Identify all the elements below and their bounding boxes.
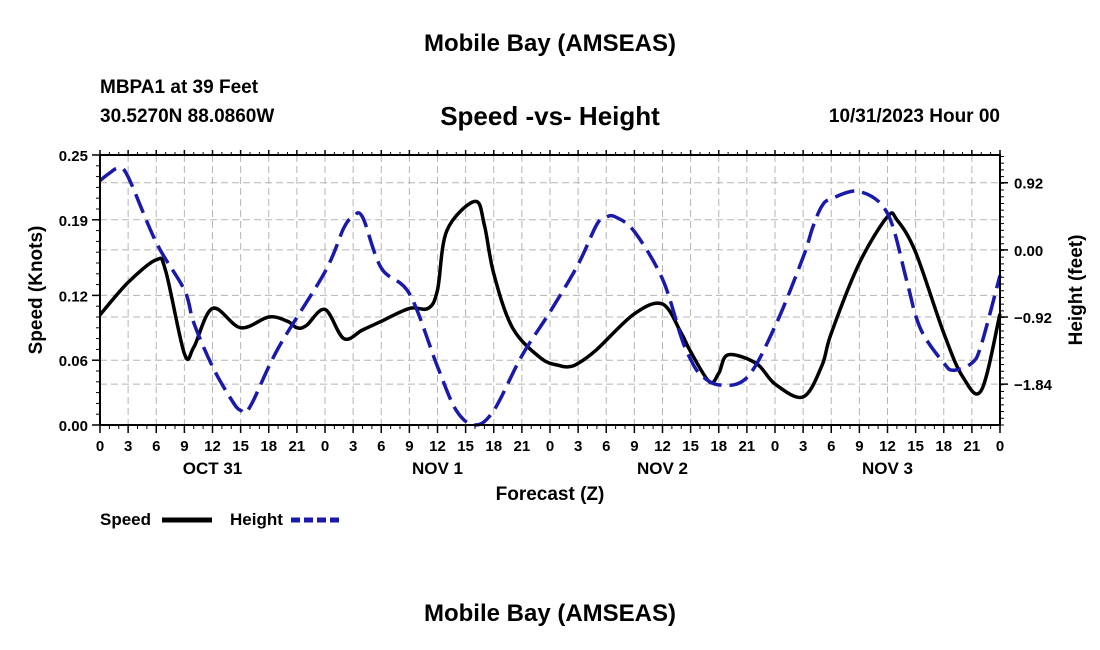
forecast-date-label: 10/31/2023 Hour 00 (828, 106, 1000, 127)
series-line-height (98, 166, 1002, 427)
x-tick-label: 18 (710, 438, 727, 455)
day-label: NOV 3 (862, 459, 913, 478)
x-tick-label: 0 (771, 438, 779, 455)
x-tick-label: 3 (799, 438, 807, 455)
x-tick-label: 0 (96, 438, 104, 455)
series-lines (98, 166, 1002, 427)
coordinates-label: 30.5270N 88.0860W (100, 106, 275, 127)
left-tick-label: 0.12 (59, 288, 88, 305)
legend: Speed Height (100, 510, 342, 529)
x-tick-label: 21 (514, 438, 531, 455)
legend-speed-label: Speed (100, 510, 151, 529)
x-tick-label: 21 (289, 438, 306, 455)
x-tick-label: 6 (827, 438, 835, 455)
legend-height-label: Height (230, 510, 283, 529)
x-tick-label: 9 (855, 438, 863, 455)
day-label: NOV 1 (412, 459, 463, 478)
x-axis-title: Forecast (Z) (496, 484, 605, 505)
right-tick-label: −0.92 (1014, 310, 1052, 327)
x-tick-label: 12 (654, 438, 671, 455)
x-tick-label: 12 (429, 438, 446, 455)
x-tick-label: 18 (260, 438, 277, 455)
x-tick-label: 12 (204, 438, 221, 455)
footer-title: Mobile Bay (AMSEAS) (423, 600, 677, 627)
x-tick-label: 15 (682, 438, 699, 455)
x-tick-label: 21 (964, 438, 981, 455)
plot-frame (99, 154, 1001, 426)
grid-lines (100, 155, 1000, 425)
x-tick-label: 18 (485, 438, 502, 455)
x-tick-label: 6 (152, 438, 160, 455)
x-tick-label: 9 (405, 438, 413, 455)
x-tick-label: 21 (739, 438, 756, 455)
x-tick-label: 15 (232, 438, 249, 455)
x-tick-label: 15 (457, 438, 474, 455)
x-tick-label: 9 (630, 438, 638, 455)
left-tick-label: 0.19 (59, 213, 88, 230)
station-label: MBPA1 at 39 Feet (100, 77, 259, 98)
right-tick-label: 0.00 (1014, 243, 1043, 260)
day-label: NOV 2 (637, 459, 688, 478)
x-tick-label: 6 (602, 438, 610, 455)
right-tick-label: 0.92 (1014, 176, 1043, 193)
x-tick-label: 15 (907, 438, 924, 455)
right-tick-label: −1.84 (1014, 377, 1053, 394)
series-line-speed (98, 199, 1002, 400)
x-tick-label: 3 (349, 438, 357, 455)
x-tick-label: 18 (935, 438, 952, 455)
left-tick-label: 0.06 (59, 353, 88, 370)
left-tick-label: 0.25 (59, 148, 88, 165)
x-tick-label: 6 (377, 438, 385, 455)
x-tick-label: 9 (180, 438, 188, 455)
x-tick-label: 0 (546, 438, 554, 455)
axis-labels: 0 3 6 9 12 15 18 21 0 3 6 9 12 15 18 21 0 3 6 9 12 15 18 21 0 3 6 9… (59, 148, 1053, 478)
right-axis-title: Height (feet) (1066, 235, 1087, 346)
x-tick-label: 3 (574, 438, 582, 455)
day-label: OCT 31 (183, 459, 243, 478)
main-title: Mobile Bay (AMSEAS) (423, 30, 677, 57)
left-axis-title: Speed (Knots) (26, 226, 47, 355)
chart-subtitle: Speed -vs- Height (440, 101, 660, 131)
left-tick-label: 0.00 (59, 418, 88, 435)
x-tick-label: 3 (124, 438, 132, 455)
x-tick-label: 0 (996, 438, 1004, 455)
x-tick-label: 0 (321, 438, 329, 455)
x-tick-label: 12 (879, 438, 896, 455)
